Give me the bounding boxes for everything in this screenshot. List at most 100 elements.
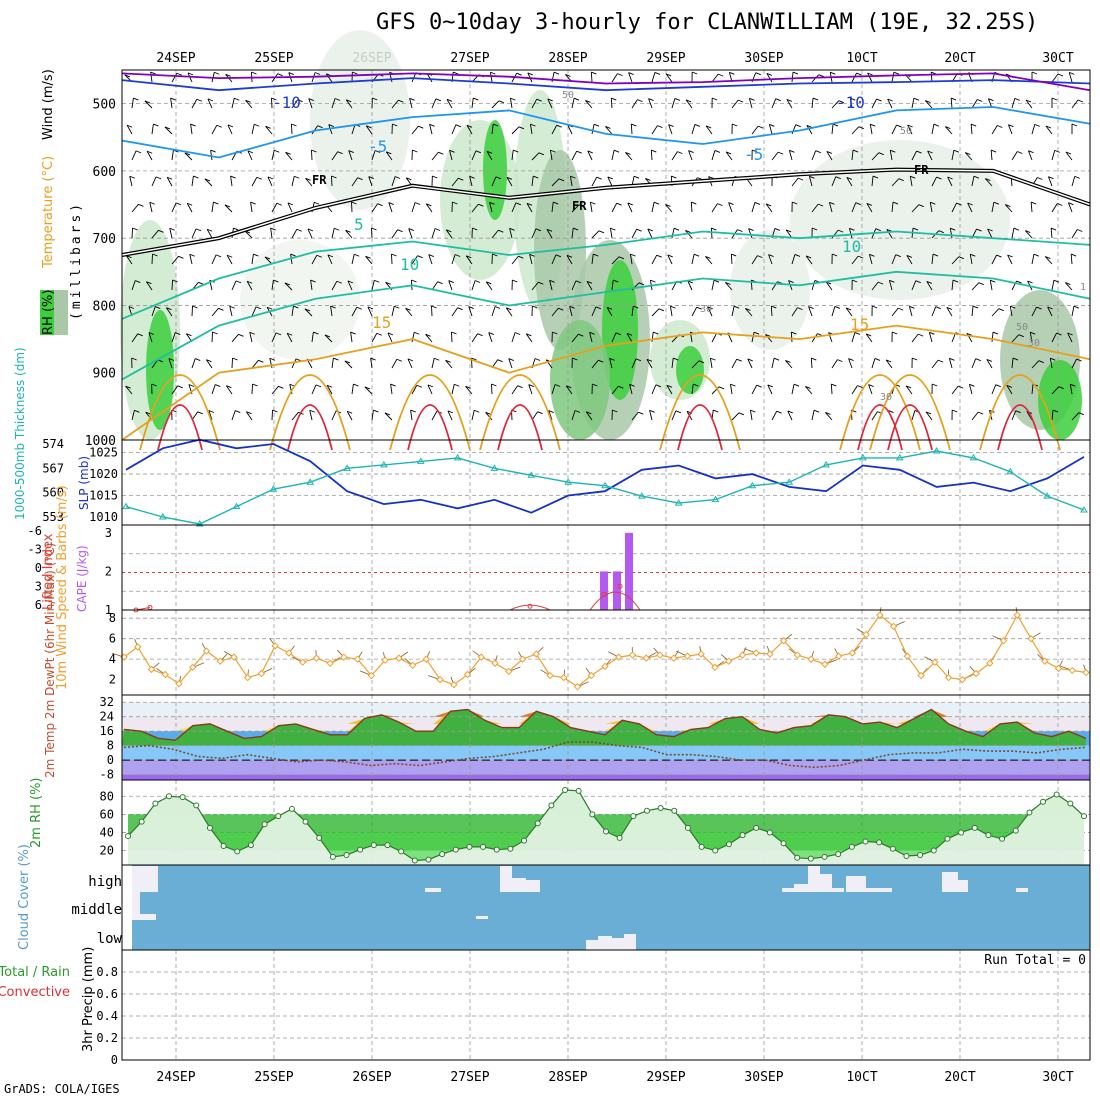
wind-barb-flag [344,360,351,364]
wind-barb [749,410,753,421]
wind-barb-flag [346,410,353,414]
wind-barb-flag [973,175,980,179]
rh-fill [128,789,1084,865]
wind-barb-flag [753,331,760,335]
temp-contour [157,404,203,451]
wind-frame [121,609,1091,696]
wind-barb [984,178,993,187]
wind-barb [591,124,595,135]
rh-label: 50 [1016,322,1028,333]
wind-barb-flag [905,385,912,389]
wind-barb-flag [547,98,553,102]
wind-barb [729,384,733,395]
wind-barb-flag [168,358,175,361]
wind-barb [528,384,533,395]
wind-barb [451,331,453,343]
wind-barb-flag [573,227,579,231]
wind-speed-point [628,651,637,659]
wind-barb [549,280,553,291]
wind-barb-flag [574,410,581,413]
wind-barb [1070,253,1073,265]
cloud-block [586,940,598,950]
wind-barb [631,358,637,369]
date-label-top: 24SEP [156,51,195,66]
wind-barb [1011,151,1018,161]
wind-barb-flag [432,175,438,179]
wind-barb-flag [754,202,761,205]
wind-speed-point [271,642,279,650]
wind-barb-flag [997,125,1003,128]
wind-barb-flag [913,97,920,101]
rh-area [240,240,360,360]
wind-barb-flag [472,227,478,231]
wind-barb-flag [877,281,884,285]
wind-barb [971,282,980,291]
wind-speed-point [807,655,815,663]
wind-barb-flag [558,178,565,182]
wind-barb [331,228,335,239]
wind-barb [511,202,517,213]
wind-barb-flag [830,71,836,75]
wind-barb [811,410,815,421]
temp-fill [122,709,1086,746]
wind-barb [629,254,633,265]
contour-label: 10 [842,237,861,256]
wind-barb [947,176,953,187]
wind-barb [1051,150,1056,161]
wind-barb-flag [629,383,635,387]
wind-barb [1024,230,1033,239]
precip-tick: 0.6 [96,987,118,1001]
rh-area [790,140,1010,300]
wind-barb [465,255,473,265]
wind-barb [630,123,633,135]
wind-barb-flag [454,383,460,387]
wind-barb [271,386,279,395]
run-total-label: Run Total = 0 [984,953,1086,968]
rh-area [730,230,810,350]
wind-speed-point [1082,668,1090,677]
wind-barb-flag [998,308,1004,312]
wind-barb-flag [670,305,676,309]
wind-barb [851,332,856,343]
wind-barb-flag [826,151,833,154]
wind-barb [967,202,973,213]
cloud-level-label: middle [71,902,122,918]
wind-barb-flag [949,357,955,361]
wind-barb-flag [172,279,178,283]
wind-barb-flag [596,176,602,180]
wind-barb-flag [825,412,831,415]
wind-barb-flag [146,150,153,154]
rh-point [425,856,432,863]
wind-barb-flag [649,409,655,413]
wind-barb-flag [546,228,553,232]
wind-barb [170,98,173,109]
wind-barb-flag [1014,97,1020,101]
slp-tick: 1020 [89,467,118,481]
wind-barb-flag [388,202,394,205]
temp-contour [269,374,351,451]
temp-tick: -8 [100,768,114,782]
wind-barb [251,124,255,135]
temp-contour [121,77,1091,92]
wind-barb [244,230,253,239]
wind-barb [191,176,194,187]
wind-barb-flag [665,204,671,207]
wind-barb-flag [490,71,496,75]
wind-barb-flag [506,307,512,311]
wind-barb-flag [125,385,131,389]
wind-barb-flag [494,306,501,309]
wind-barb-flag [308,98,314,101]
wind-barb [785,360,793,369]
wind-barb [351,307,358,317]
wind-barb [291,306,294,317]
wind-barb-flag [226,254,233,258]
wind-speed-point [175,680,183,688]
wind-barb [371,333,378,343]
wind-barb [245,100,253,109]
wind-barb-flag [193,175,199,179]
wind-barb-flag [791,331,797,335]
wind-barb [231,280,237,291]
wind-barb-flag [950,227,956,231]
wind-tick: 2 [109,673,116,687]
wind-barb-flag [468,306,474,309]
